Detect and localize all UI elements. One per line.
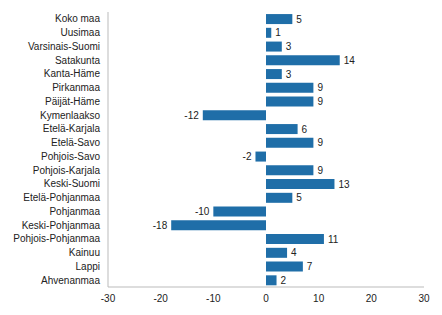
svg-text:11: 11 bbox=[328, 234, 339, 245]
svg-text:9: 9 bbox=[317, 82, 323, 93]
svg-text:7: 7 bbox=[307, 261, 313, 272]
svg-text:Satakunta: Satakunta bbox=[55, 55, 100, 66]
svg-text:Pohjois-Savo: Pohjois-Savo bbox=[41, 151, 100, 162]
svg-text:Varsinais-Suomi: Varsinais-Suomi bbox=[28, 41, 100, 52]
svg-text:Pohjanmaa: Pohjanmaa bbox=[49, 206, 100, 217]
svg-text:3: 3 bbox=[286, 69, 292, 80]
svg-text:14: 14 bbox=[344, 55, 356, 66]
svg-text:0: 0 bbox=[263, 293, 269, 304]
svg-text:4: 4 bbox=[291, 247, 297, 258]
svg-text:-10: -10 bbox=[206, 293, 221, 304]
svg-text:Keski-Pohjanmaa: Keski-Pohjanmaa bbox=[22, 220, 101, 231]
svg-text:Etelä-Savo: Etelä-Savo bbox=[51, 137, 100, 148]
svg-text:Kainuu: Kainuu bbox=[69, 247, 100, 258]
svg-text:13: 13 bbox=[338, 179, 350, 190]
svg-text:Etelä-Pohjanmaa: Etelä-Pohjanmaa bbox=[23, 192, 100, 203]
svg-text:Ahvenanmaa: Ahvenanmaa bbox=[41, 275, 100, 286]
svg-text:9: 9 bbox=[317, 96, 323, 107]
svg-text:20: 20 bbox=[366, 293, 378, 304]
svg-text:30: 30 bbox=[418, 293, 430, 304]
svg-text:Kanta-Häme: Kanta-Häme bbox=[44, 68, 101, 79]
svg-text:-20: -20 bbox=[153, 293, 168, 304]
svg-text:5: 5 bbox=[296, 14, 302, 25]
svg-text:Uusimaa: Uusimaa bbox=[61, 27, 101, 38]
svg-text:Lappi: Lappi bbox=[76, 261, 100, 272]
svg-text:-12: -12 bbox=[184, 110, 199, 121]
svg-text:10: 10 bbox=[313, 293, 325, 304]
svg-text:9: 9 bbox=[317, 137, 323, 148]
svg-text:-18: -18 bbox=[153, 220, 168, 231]
svg-text:Pirkanmaa: Pirkanmaa bbox=[52, 82, 100, 93]
svg-text:-30: -30 bbox=[101, 293, 116, 304]
svg-text:Päijät-Häme: Päijät-Häme bbox=[45, 96, 100, 107]
svg-text:3: 3 bbox=[286, 41, 292, 52]
svg-text:Pohjois-Pohjanmaa: Pohjois-Pohjanmaa bbox=[13, 233, 100, 244]
svg-text:2: 2 bbox=[281, 275, 287, 286]
svg-text:1: 1 bbox=[275, 27, 281, 38]
svg-text:6: 6 bbox=[302, 124, 308, 135]
svg-text:-2: -2 bbox=[243, 151, 252, 162]
svg-text:9: 9 bbox=[317, 165, 323, 176]
svg-text:Koko maa: Koko maa bbox=[55, 13, 100, 24]
svg-text:-10: -10 bbox=[195, 206, 210, 217]
svg-text:Etelä-Karjala: Etelä-Karjala bbox=[43, 123, 101, 134]
svg-text:Pohjois-Karjala: Pohjois-Karjala bbox=[33, 165, 101, 176]
svg-text:Keski-Suomi: Keski-Suomi bbox=[44, 178, 100, 189]
svg-text:5: 5 bbox=[296, 192, 302, 203]
svg-text:Kymenlaakso: Kymenlaakso bbox=[40, 110, 100, 121]
